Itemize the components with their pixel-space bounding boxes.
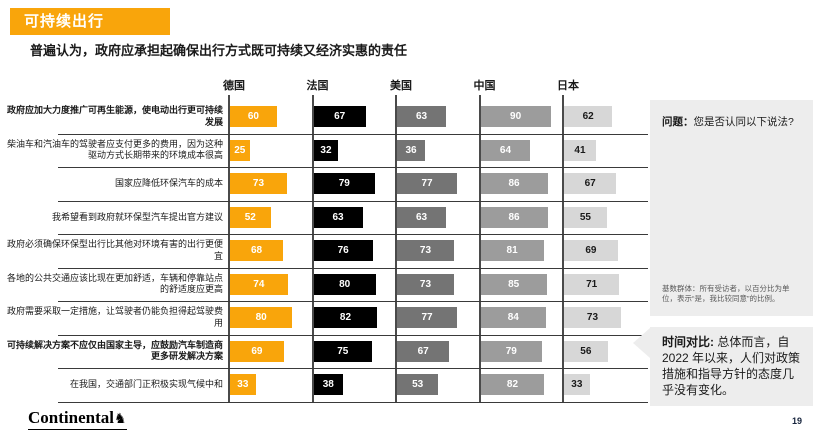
statement-label: 我希望看到政府就环保型汽车提出官方建议 — [51, 211, 223, 222]
bar-德国: 74 — [230, 273, 288, 295]
bar-美国: 63 — [397, 206, 447, 228]
bar-中国: 84 — [480, 307, 547, 329]
bar-日本: 55 — [564, 206, 607, 228]
bar-德国: 73 — [230, 173, 287, 195]
bar-日本: 33 — [564, 374, 590, 396]
column-header-法国: 法国 — [306, 80, 329, 92]
bar-中国: 82 — [480, 374, 545, 396]
row-separator — [58, 267, 648, 269]
bar-法国: 38 — [313, 374, 344, 396]
statement-label: 政府必须确保环保型出行比其他对环境有害的出行更便宜 — [6, 239, 223, 261]
bar-德国: 68 — [230, 240, 284, 262]
continental-logo: Continental♞ — [28, 408, 127, 430]
column-header-德国: 德国 — [223, 80, 245, 92]
axis-line-法国 — [311, 95, 314, 403]
survey-bar-chart: 德国 法国 美国 中国 日本政府应加大力度推广可再生能源，使电动出行更可持续发展 柴油车和… — [6, 80, 648, 403]
question-label: 问题： — [662, 116, 694, 128]
bar-日本: 62 — [564, 106, 613, 128]
axis-line-中国 — [478, 95, 481, 403]
subtitle: 普遍认为，政府应承担起确保出行方式既可持续又经济实惠的责任 — [30, 43, 408, 58]
question-box: 问题：您是否认同以下说法? 基数群体：所有受访者，以百分比为单位，表示“是，我比… — [650, 100, 813, 316]
bar-美国: 67 — [397, 340, 450, 362]
row-separator — [58, 234, 648, 235]
base-note: 基数群体：所有受访者，以百分比为单位，表示“是，我比较同意”的比例。 — [662, 284, 790, 303]
bar-中国: 81 — [480, 240, 544, 262]
statement-label: 政府需要采取一定措施，让驾驶者仍能负担得起驾驶费用 — [6, 306, 223, 328]
row-separator — [58, 167, 648, 168]
statement-label: 在我国，交通部门正积极实现气候中和 — [69, 379, 223, 389]
bar-中国: 79 — [480, 340, 543, 362]
column-header-中国: 中国 — [473, 80, 496, 92]
bar-中国: 90 — [480, 106, 551, 128]
axis-line-日本 — [562, 95, 564, 403]
bar-美国: 73 — [397, 240, 454, 262]
row-separator — [58, 401, 648, 403]
row-separator — [58, 301, 648, 302]
continental-horse-icon: ♞ — [113, 411, 127, 427]
bar-法国: 76 — [313, 240, 373, 262]
bar-日本: 73 — [564, 307, 621, 329]
bar-法国: 32 — [313, 139, 339, 161]
axis-line-美国 — [395, 95, 397, 403]
statement-label: 可持续解决方案不应仅由国家主导，应鼓励汽车制造商更多研发解决方案 — [6, 339, 223, 362]
continental-logo-text: Continental — [28, 408, 114, 427]
bar-德国: 60 — [230, 106, 277, 128]
bar-日本: 67 — [564, 173, 617, 195]
question-text: 问题：您是否认同以下说法? — [662, 116, 794, 128]
bar-美国: 53 — [397, 374, 439, 396]
time-comparison-label: 时间对比: — [662, 335, 714, 349]
statement-label: 各地的公共交通应该比现在更加舒适，车辆和停靠站点的舒适度应更高 — [6, 272, 223, 295]
axis-line-德国 — [228, 95, 230, 403]
row-separator — [58, 368, 648, 369]
bar-日本: 56 — [564, 340, 608, 362]
row-separator — [58, 200, 648, 202]
row-separator — [58, 133, 648, 135]
statement-label: 柴油车和汽油车的驾驶者应支付更多的费用，因为这种驱动方式长期带来的环境成本很高 — [6, 138, 223, 161]
time-comparison-box: 时间对比: 总体而言，自2022 年以来，人们对政策措施和指导方针的态度几乎没有… — [633, 327, 813, 406]
column-header-日本: 日本 — [557, 80, 579, 92]
bar-美国: 77 — [397, 307, 458, 329]
bar-中国: 85 — [480, 273, 547, 295]
bar-法国: 63 — [313, 206, 363, 228]
bar-美国: 36 — [397, 139, 426, 161]
bar-美国: 73 — [397, 273, 454, 295]
bar-中国: 86 — [480, 206, 548, 228]
bar-日本: 71 — [564, 273, 620, 295]
bar-德国: 25 — [230, 139, 250, 161]
bar-德国: 33 — [230, 374, 256, 396]
row-separator — [58, 334, 648, 336]
statement-label: 国家应降低环保汽车的成本 — [114, 178, 223, 188]
bar-法国: 75 — [313, 340, 372, 362]
bar-法国: 67 — [313, 106, 366, 128]
column-header-美国: 美国 — [390, 80, 412, 92]
page-number: 19 — [791, 416, 802, 426]
bar-德国: 69 — [230, 340, 284, 362]
bar-法国: 79 — [313, 173, 376, 195]
bar-法国: 82 — [313, 307, 378, 329]
time-comparison-text: 时间对比: 总体而言，自2022 年以来，人们对政策措施和指导方针的态度几乎没有… — [662, 335, 801, 397]
bar-美国: 63 — [397, 106, 447, 128]
page-title: 可持续出行 — [10, 8, 170, 35]
statement-label: 政府应加大力度推广可再生能源，使电动出行更可持续发展 — [6, 105, 223, 127]
bar-美国: 77 — [397, 173, 458, 195]
bar-中国: 86 — [480, 173, 548, 195]
bar-法国: 80 — [313, 273, 376, 295]
bar-德国: 80 — [230, 307, 293, 329]
bar-日本: 41 — [564, 139, 596, 161]
callout-pointer-icon — [633, 328, 650, 358]
page-title-label: 可持续出行 — [24, 13, 105, 30]
bar-德国: 52 — [230, 206, 271, 228]
bar-日本: 69 — [564, 240, 618, 262]
bar-中国: 64 — [480, 139, 531, 161]
